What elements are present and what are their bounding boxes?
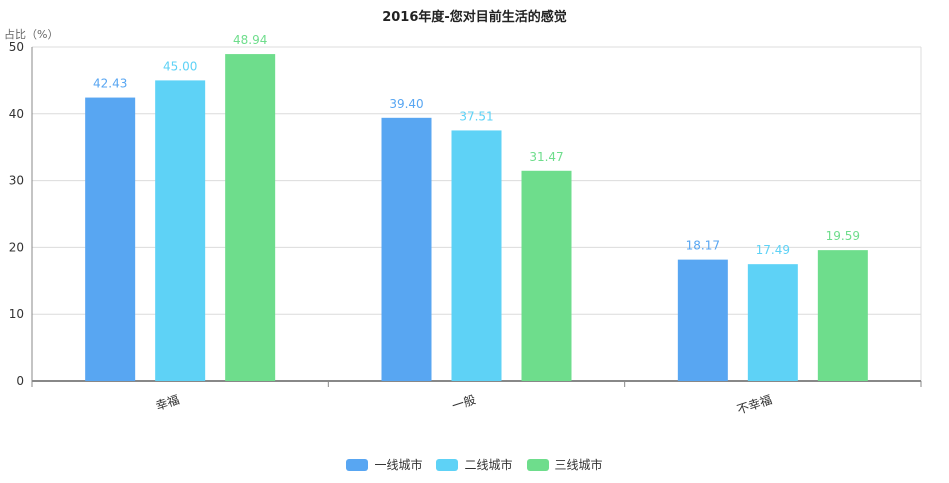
legend: 一线城市 二线城市 三线城市 — [0, 456, 949, 473]
bar — [451, 130, 502, 381]
x-tick-label: 不幸福 — [735, 392, 774, 417]
y-tick-label: 50 — [9, 40, 24, 54]
bar — [85, 97, 136, 381]
legend-item[interactable]: 一线城市 — [346, 456, 422, 473]
x-tick-label: 幸福 — [154, 392, 181, 414]
legend-label: 三线城市 — [554, 458, 603, 472]
y-tick-label: 10 — [9, 307, 24, 321]
legend-label: 二线城市 — [464, 458, 513, 472]
data-label: 39.40 — [389, 97, 423, 111]
data-label: 45.00 — [163, 59, 197, 73]
y-tick-label: 0 — [16, 374, 24, 388]
y-tick-label: 20 — [9, 240, 24, 254]
data-label: 19.59 — [826, 229, 860, 243]
legend-item[interactable]: 三线城市 — [526, 456, 603, 473]
data-label: 18.17 — [686, 239, 720, 253]
legend-item[interactable]: 二线城市 — [436, 456, 513, 473]
y-tick-label: 40 — [9, 107, 24, 121]
x-tick-label: 一般 — [450, 392, 477, 414]
y-axis-label: 占比（%） — [4, 27, 58, 41]
y-tick-label: 30 — [9, 174, 24, 188]
bar — [747, 264, 798, 381]
bar — [225, 54, 276, 381]
data-label: 42.43 — [93, 77, 127, 91]
bar — [381, 117, 432, 382]
bar — [521, 170, 572, 381]
legend-label: 一线城市 — [374, 458, 423, 472]
data-label: 31.47 — [529, 150, 563, 164]
legend-swatch — [526, 458, 549, 471]
legend-swatch — [436, 458, 459, 471]
chart-title: 2016年度-您对目前生活的感觉 — [382, 10, 567, 25]
bar — [817, 250, 868, 381]
data-label: 37.51 — [459, 109, 493, 123]
data-label: 48.94 — [233, 33, 267, 47]
data-label: 17.49 — [756, 243, 790, 257]
bar — [155, 80, 206, 382]
legend-swatch — [346, 458, 369, 471]
bar — [677, 259, 728, 381]
